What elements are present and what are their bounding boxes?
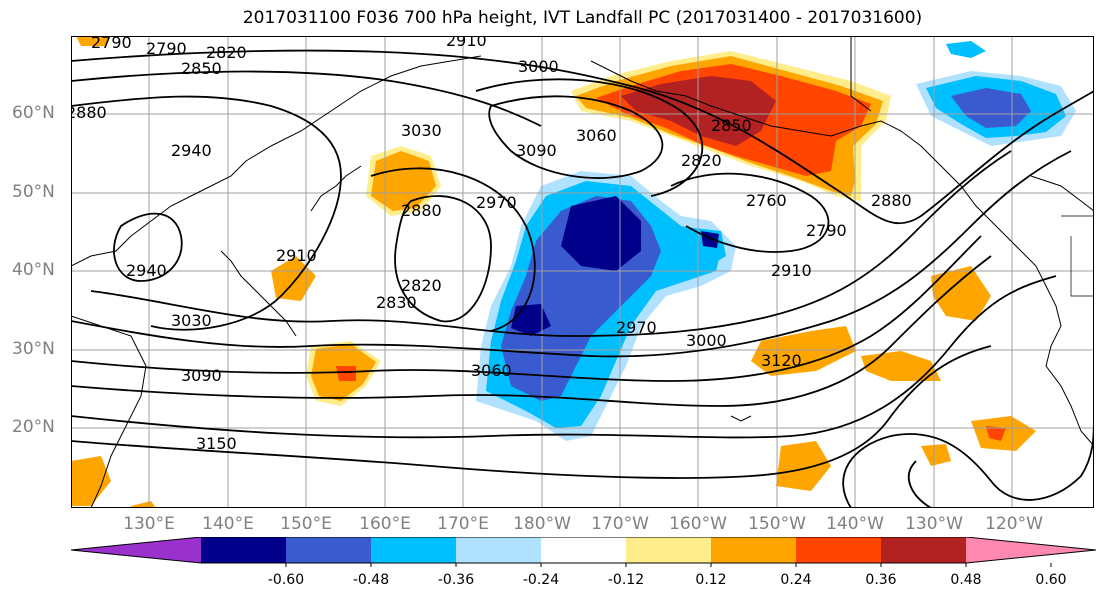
pos-anomaly-sw-2 (131, 501, 156, 508)
colorbar-tick-label: -0.60 (267, 572, 305, 588)
colorbar-segment (201, 537, 287, 563)
contour-label: 2830 (376, 293, 417, 312)
colorbar-tick-label: 0.48 (950, 572, 982, 588)
lat-label-60n: 60°N (12, 103, 55, 123)
colorbar-segment (456, 537, 542, 563)
colorbar-extend-low (71, 537, 201, 563)
lon-label-150e: 150°E (280, 514, 332, 534)
contour-label: 3000 (686, 331, 727, 350)
contour-label: 2910 (276, 246, 317, 265)
pos-anomaly-top-left (76, 36, 111, 46)
neg-anomaly-max (561, 196, 641, 271)
contour-label: 2940 (171, 141, 212, 160)
contour-label: 2880 (71, 103, 107, 122)
colorbar-segment (286, 537, 372, 563)
pos-anomaly-sw-1 (71, 456, 111, 506)
contour-label: 2790 (806, 221, 847, 240)
colorbar-tick-label: 0.36 (865, 572, 897, 588)
contour-label: 2850 (711, 116, 752, 135)
contour-label: 2820 (206, 43, 247, 62)
height-contours (71, 49, 1094, 508)
lat-label-20n: 20°N (12, 417, 55, 437)
colorbar-segment (796, 537, 882, 563)
pos-anomaly-se-5 (776, 441, 831, 491)
contour-label: 2880 (871, 191, 912, 210)
contour-label: 2940 (126, 261, 167, 280)
lon-label-170w: 170°W (591, 514, 649, 534)
colorbar-segment (711, 537, 797, 563)
lat-label-50n: 50°N (12, 182, 55, 202)
contour-label: 2790 (91, 36, 132, 52)
colorbar-extend-high (966, 537, 1096, 563)
colorbar-tick-label: -0.36 (437, 572, 475, 588)
political-borders (850, 36, 1094, 297)
contour-label: 3120 (761, 351, 802, 370)
colorbar (71, 537, 1096, 567)
graticule (71, 36, 1094, 508)
contour-label: 2790 (146, 39, 187, 58)
map-title: 2017031100 F036 700 hPa height, IVT Land… (242, 8, 923, 28)
lat-label-40n: 40°N (12, 260, 55, 280)
neg-anomaly-top (946, 41, 986, 58)
pos-anomaly-se-2 (861, 351, 941, 381)
contour-label: 2970 (616, 318, 657, 337)
lon-label-180w: 180°W (513, 514, 571, 534)
colorbar-tick-label: -0.24 (522, 572, 560, 588)
lon-label-130w: 130°W (905, 514, 963, 534)
lon-label-150w: 150°W (748, 514, 806, 534)
colorbar-segment (626, 537, 712, 563)
lon-label-130e: 130°E (123, 514, 175, 534)
neg-anomaly-east-max (701, 231, 719, 248)
colorbar-tick-label: 0.60 (1035, 572, 1067, 588)
contour-label: 3090 (181, 366, 222, 385)
colorbar-tick-label: 0.12 (695, 572, 727, 588)
lon-label-160e: 160°E (359, 514, 411, 534)
lon-label-120w: 120°W (985, 514, 1043, 534)
contour-label: 3030 (171, 311, 212, 330)
contour-label: 2970 (476, 193, 517, 212)
neg-anomaly-ne-strong (951, 88, 1031, 128)
colorbar-tick-label: -0.12 (607, 572, 645, 588)
colorbar-segment (881, 537, 967, 563)
pos-anomaly-se-3 (931, 266, 991, 321)
contour-label: 2910 (771, 261, 812, 280)
lat-label-30n: 30°N (12, 339, 55, 359)
contour-label: 3060 (576, 126, 617, 145)
colorbar-outline (71, 537, 1096, 564)
lon-label-140e: 140°E (202, 514, 254, 534)
contour-label: 3090 (516, 141, 557, 160)
colorbar-tick-label: -0.48 (352, 572, 390, 588)
contour-label: 3150 (196, 434, 237, 453)
contour-label: 2820 (681, 151, 722, 170)
contour-label: 3030 (401, 121, 442, 140)
colorbar-tick-label: 0.24 (780, 572, 812, 588)
contour-label: 3060 (471, 361, 512, 380)
pos-anomaly-se-6 (921, 444, 951, 466)
map-panel: 2790 2790 2820 2850 2910 2880 3000 3030 … (71, 36, 1094, 508)
pos-anomaly-se-4b (986, 426, 1006, 441)
contour-labels: 2790 2790 2820 2850 2910 2880 3000 3030 … (71, 36, 912, 453)
pos-anomaly-west-1b (371, 151, 436, 211)
lon-label-140w: 140°W (826, 514, 884, 534)
contour-label: 3000 (518, 57, 559, 76)
colorbar-segment (541, 537, 627, 563)
contour-label: 2760 (746, 191, 787, 210)
contour-label: 2880 (401, 201, 442, 220)
lon-label-170e: 170°E (437, 514, 489, 534)
contour-label: 2910 (446, 36, 487, 50)
lon-label-160w: 160°W (669, 514, 727, 534)
pos-anomaly-west-3c (336, 366, 356, 381)
contour-label: 2850 (181, 59, 222, 78)
contour-label: 2820 (401, 276, 442, 295)
colorbar-segment (371, 537, 457, 563)
